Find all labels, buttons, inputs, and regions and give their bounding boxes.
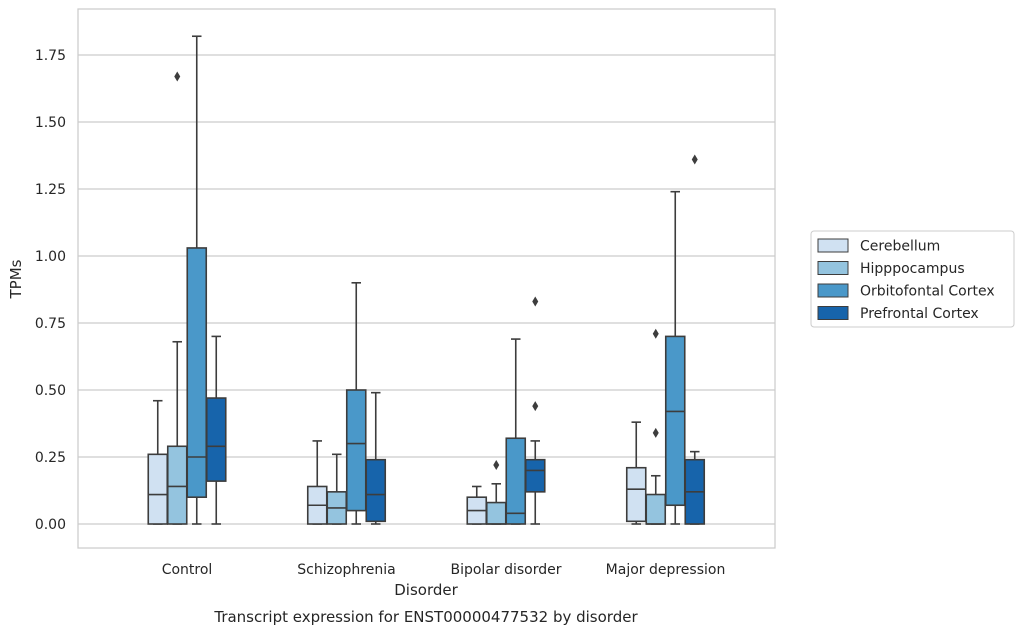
legend-item: Cerebellum (817, 238, 940, 255)
legend-label: Hipppocampus (860, 261, 965, 277)
outlier-marker (174, 71, 181, 82)
box-body (625, 466, 647, 523)
legend-label: Orbitofontal Cortex (860, 284, 995, 300)
y-tick-labels: 0.00 0.25 0.50 0.75 1.00 1.25 1.50 1.75 (35, 48, 66, 533)
box-body (664, 335, 686, 507)
box-body (365, 458, 387, 523)
plot-frame (77, 8, 776, 549)
legend-item: Hipppocampus (817, 261, 965, 277)
box (205, 335, 227, 525)
y-axis-label: TPMs (7, 259, 25, 299)
legend-item: Orbitofontal Cortex (817, 283, 995, 300)
box-body (645, 493, 667, 525)
box (524, 296, 546, 525)
box (485, 460, 507, 525)
box-body (186, 247, 208, 499)
y-tick-label: 1.50 (35, 115, 66, 131)
box (345, 281, 367, 525)
y-tick-label: 0.50 (35, 383, 66, 399)
y-tick-label: 1.00 (35, 249, 66, 265)
x-tick-label: Control (162, 562, 213, 578)
box (645, 328, 667, 525)
y-tick-label: 0.00 (35, 517, 66, 533)
box (365, 391, 387, 525)
legend-frame (810, 230, 1015, 328)
y-tick-label: 0.75 (35, 316, 66, 332)
box (684, 154, 706, 525)
y-tick-label: 1.75 (35, 48, 66, 64)
box (664, 190, 686, 525)
box-body (147, 453, 169, 525)
box-body (166, 445, 188, 525)
box-body (205, 397, 227, 482)
legend-label: Cerebellum (860, 239, 940, 255)
box (306, 440, 328, 525)
legend-item: Prefrontal Cortex (817, 306, 979, 322)
series-cerebellum (147, 399, 647, 525)
x-tick-label: Bipolar disorder (450, 562, 561, 578)
legend-swatch (817, 238, 849, 253)
box (186, 35, 208, 525)
y-tick-label: 0.25 (35, 450, 66, 466)
x-tick-label: Major depression (606, 562, 726, 578)
legend-label: Prefrontal Cortex (860, 306, 979, 322)
legend-swatch (817, 283, 849, 298)
legend-swatch (817, 306, 849, 320)
box-body (345, 389, 367, 512)
box (625, 421, 647, 525)
legend: Cerebellum Hipppocampus Orbitofontal Corte… (810, 230, 1015, 328)
box (166, 71, 188, 525)
box (466, 485, 488, 525)
x-tick-labels: Control Schizophrenia Bipolar disorder Majo… (162, 562, 726, 578)
outlier-marker (532, 401, 539, 412)
series-hipppocampus (166, 71, 667, 525)
box-body (524, 458, 546, 493)
outlier-marker (652, 328, 659, 339)
outlier-marker (691, 154, 698, 165)
legend-swatch (817, 261, 849, 275)
box (505, 338, 527, 525)
series-prefrontal-cortex (205, 154, 706, 525)
box-body (505, 437, 527, 525)
outlier-marker (652, 427, 659, 438)
outlier-marker (493, 460, 500, 471)
series-orbitofontal-cortex (186, 35, 686, 525)
box (147, 399, 169, 525)
x-tick-label: Schizophrenia (297, 562, 395, 578)
x-axis-label: Disorder (394, 581, 458, 599)
box (326, 453, 348, 525)
y-tick-label: 1.25 (35, 182, 66, 198)
box-series-layer (147, 35, 706, 525)
outlier-marker (532, 296, 539, 307)
chart-caption: Transcript expression for ENST0000047753… (213, 608, 638, 626)
box-body (485, 501, 507, 525)
